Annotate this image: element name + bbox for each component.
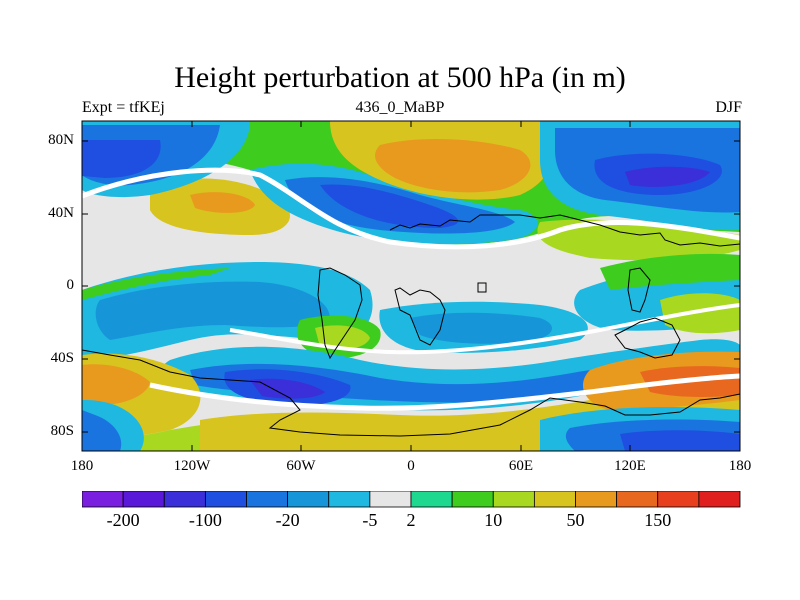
contour-blue-trop xyxy=(95,281,331,340)
colorbar-swatch xyxy=(616,491,659,508)
colorbar-label: -20 xyxy=(275,510,300,530)
contour-blue-center xyxy=(410,312,552,344)
contour-darkblue-nc xyxy=(320,184,459,228)
lat-ticks xyxy=(82,140,740,433)
colorbar-label: 50 xyxy=(566,510,585,530)
colorbar-swatch xyxy=(369,491,412,508)
colorbar-swatch xyxy=(698,491,741,508)
colorbar-swatch xyxy=(287,491,330,508)
colorbar-swatch xyxy=(451,491,494,508)
lat-label-40s: 40S xyxy=(50,350,74,366)
lon-label-60e: 60E xyxy=(508,458,534,474)
colorbar-swatch xyxy=(533,491,576,508)
colorbar-swatch xyxy=(575,491,618,508)
zero-line-south xyxy=(149,373,740,411)
lon-label-120w: 120W xyxy=(173,458,211,474)
contour-green-trop xyxy=(82,268,230,300)
colorbar-swatch xyxy=(82,491,124,508)
colorbar-label: 10 xyxy=(484,510,503,530)
colorbar-label: 2 xyxy=(406,510,416,530)
lon-label-120e: 120E xyxy=(614,458,646,474)
colorbar-label: -5 xyxy=(362,510,378,530)
contour-orange-sw xyxy=(82,364,150,405)
lon-ticks xyxy=(81,121,741,451)
zero-line-north xyxy=(82,167,740,250)
coast-pacific-island xyxy=(477,282,487,293)
coast-eurasia xyxy=(389,214,740,247)
colorbar-swatch xyxy=(246,491,289,508)
lat-label-80s: 80S xyxy=(50,423,74,439)
contour-blue-pole-w xyxy=(82,410,122,451)
colorbar-swatch xyxy=(163,491,206,508)
lon-label-60w: 60W xyxy=(286,458,316,474)
plot-title: Height perturbation at 500 hPa (in m) xyxy=(174,61,626,94)
contour-violet-south xyxy=(250,378,325,399)
colorbar-swatch xyxy=(410,491,453,508)
lat-label-40n: 40N xyxy=(48,205,74,221)
colorbar-swatch xyxy=(204,491,247,508)
lon-label-0: 0 xyxy=(407,458,415,474)
colorbar-label: -200 xyxy=(106,510,140,530)
contour-green-etrop xyxy=(600,253,740,290)
season-label: DJF xyxy=(715,99,742,116)
coast-asia-east xyxy=(627,267,651,313)
colorbar-swatch xyxy=(122,491,165,508)
lat-label-eq: 0 xyxy=(66,277,75,293)
colorbar-label: 150 xyxy=(644,510,672,530)
coast-antarctica xyxy=(82,349,740,437)
contour-orange-nc xyxy=(375,138,531,193)
lon-label-180w: 180 xyxy=(70,458,94,474)
contour-yellow-etrop xyxy=(660,293,740,334)
colorbar-swatch xyxy=(492,491,535,508)
contour-darkblue-pole-e xyxy=(620,430,740,451)
colorbar-swatch xyxy=(328,491,371,508)
contour-orange-nw xyxy=(190,192,255,213)
coast-australia xyxy=(614,317,681,359)
contour-violet-ne xyxy=(625,166,710,187)
lat-label-80n: 80N xyxy=(48,132,74,148)
contour-darkblue-nw xyxy=(82,140,161,178)
contour-field xyxy=(82,121,740,451)
coastlines xyxy=(82,214,740,437)
zero-line-trop xyxy=(229,303,740,355)
lon-label-180e: 180 xyxy=(728,458,752,474)
coast-southamerica xyxy=(317,267,363,360)
coast-africa xyxy=(394,287,446,346)
colorbar-label: -100 xyxy=(188,510,222,530)
colorbar-swatch xyxy=(657,491,700,508)
colorbar xyxy=(82,491,741,508)
experiment-label: Expt = tfKEj xyxy=(82,99,165,116)
contour-yellow-sc xyxy=(315,325,370,350)
period-label: 436_0_MaBP xyxy=(355,99,445,116)
